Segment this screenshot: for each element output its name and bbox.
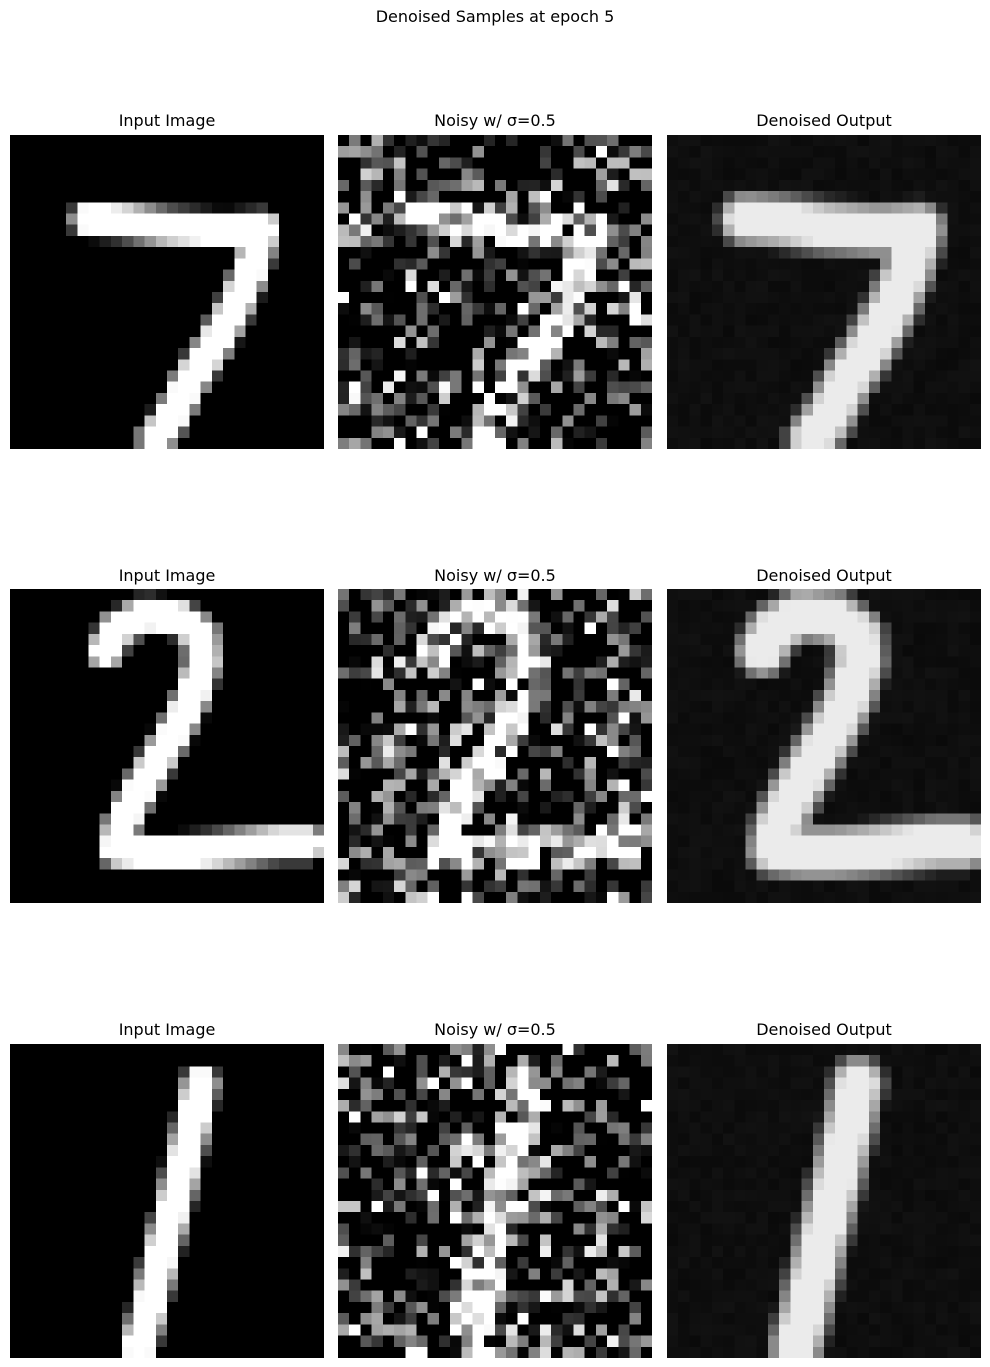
noisy-image-digit-1 — [338, 1044, 652, 1358]
input-image-digit-1 — [10, 1044, 324, 1358]
panel-title-denoised-row1: Denoised Output — [756, 111, 892, 130]
input-image-digit-2 — [10, 589, 324, 903]
panel-title-input-row1: Input Image — [118, 111, 216, 130]
input-image-digit-7 — [10, 135, 324, 449]
panel-title-denoised-row2: Denoised Output — [756, 566, 892, 585]
panel-title-noisy-row1: Noisy w/ σ=0.5 — [434, 111, 556, 130]
noisy-image-digit-2 — [338, 589, 652, 903]
figure-title: Denoised Samples at epoch 5 — [375, 7, 615, 26]
panel-title-noisy-row2: Noisy w/ σ=0.5 — [434, 566, 556, 585]
panel-title-noisy-row3: Noisy w/ σ=0.5 — [434, 1020, 556, 1039]
denoised-image-digit-1 — [667, 1044, 981, 1358]
denoised-image-digit-7 — [667, 135, 981, 449]
panel-title-denoised-row3: Denoised Output — [756, 1020, 892, 1039]
panel-title-input-row3: Input Image — [118, 1020, 216, 1039]
noisy-image-digit-7 — [338, 135, 652, 449]
denoised-image-digit-2 — [667, 589, 981, 903]
panel-title-input-row2: Input Image — [118, 566, 216, 585]
